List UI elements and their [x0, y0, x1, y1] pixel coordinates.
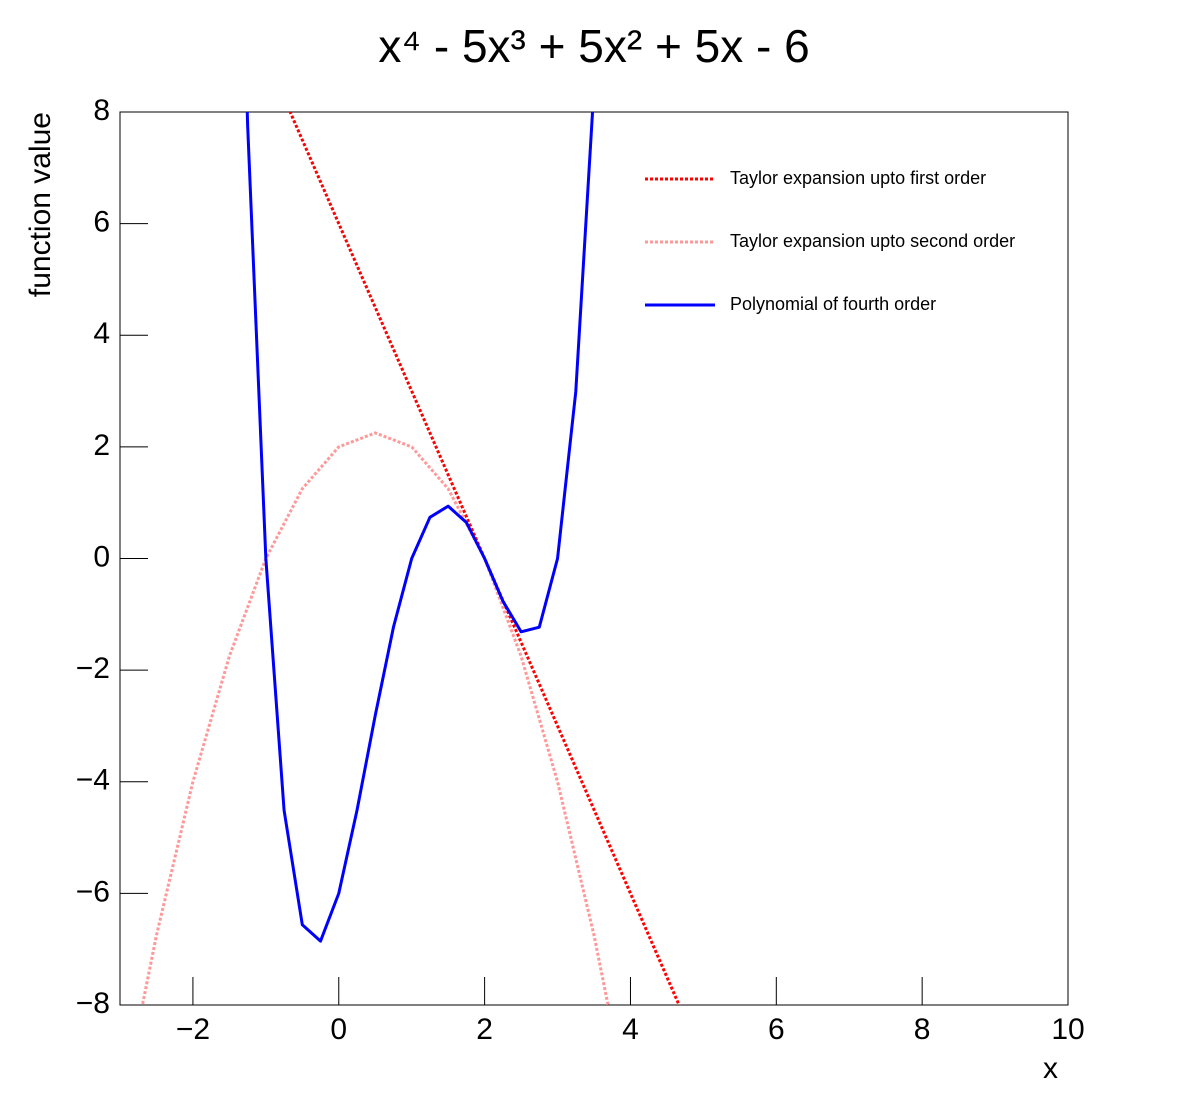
- y-tick-label: 8: [93, 94, 110, 127]
- y-tick-label: −8: [76, 987, 110, 1020]
- y-tick-label: −2: [76, 652, 110, 685]
- y-axis-label: function value: [24, 112, 57, 297]
- x-tick-label: 0: [330, 1013, 347, 1046]
- x-axis-label: x: [1043, 1052, 1058, 1085]
- x-tick-label: 6: [768, 1013, 785, 1046]
- y-tick-label: 6: [93, 206, 110, 239]
- y-tick-label: −4: [76, 764, 110, 797]
- series-line: [245, 112, 595, 943]
- x-tick-label: 2: [476, 1013, 493, 1046]
- x-tick-label: 10: [1051, 1013, 1084, 1046]
- y-tick-label: 0: [93, 540, 110, 573]
- chart-title: x⁴ - 5x³ + 5x² + 5x - 6: [378, 20, 809, 72]
- x-tick-label: 4: [622, 1013, 639, 1046]
- y-tick-label: −6: [76, 875, 110, 908]
- legend-label: Taylor expansion upto second order: [730, 231, 1015, 251]
- series-line: [140, 431, 610, 1005]
- y-tick-label: 4: [93, 317, 110, 350]
- y-tick-label: 2: [93, 429, 110, 462]
- legend-label: Taylor expansion upto first order: [730, 168, 986, 188]
- x-tick-label: −2: [176, 1013, 210, 1046]
- x-tick-label: 8: [914, 1013, 931, 1046]
- legend-label: Polynomial of fourth order: [730, 294, 936, 314]
- plot-area: [140, 112, 681, 1005]
